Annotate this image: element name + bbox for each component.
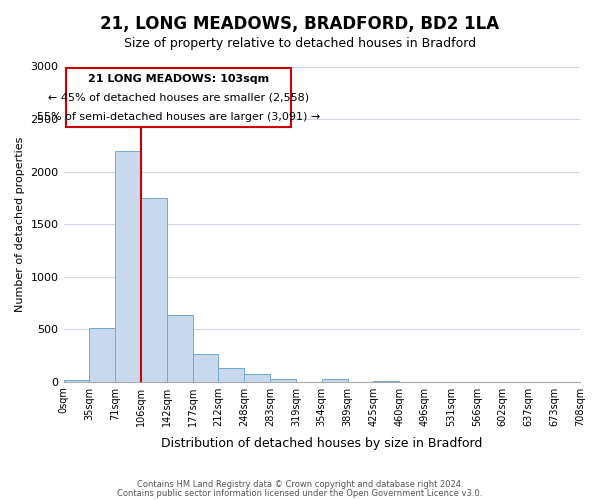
Text: Contains HM Land Registry data © Crown copyright and database right 2024.: Contains HM Land Registry data © Crown c…: [137, 480, 463, 489]
Bar: [115, 150, 141, 382]
Bar: [167, 316, 193, 382]
Y-axis label: Number of detached properties: Number of detached properties: [15, 136, 25, 312]
Bar: [141, 198, 167, 382]
Text: 21, LONG MEADOWS, BRADFORD, BD2 1LA: 21, LONG MEADOWS, BRADFORD, BD2 1LA: [100, 15, 500, 33]
Bar: [193, 354, 218, 382]
Bar: [89, 328, 115, 382]
Bar: [322, 378, 347, 382]
Bar: [244, 374, 270, 382]
Text: 21 LONG MEADOWS: 103sqm: 21 LONG MEADOWS: 103sqm: [88, 74, 269, 84]
Text: Contains public sector information licensed under the Open Government Licence v3: Contains public sector information licen…: [118, 488, 482, 498]
Bar: [270, 378, 296, 382]
Text: Size of property relative to detached houses in Bradford: Size of property relative to detached ho…: [124, 38, 476, 51]
Bar: [64, 380, 89, 382]
Text: 55% of semi-detached houses are larger (3,091) →: 55% of semi-detached houses are larger (…: [37, 112, 320, 122]
Bar: [218, 368, 244, 382]
FancyBboxPatch shape: [65, 68, 291, 128]
X-axis label: Distribution of detached houses by size in Bradford: Distribution of detached houses by size …: [161, 437, 482, 450]
Bar: [373, 380, 399, 382]
Text: ← 45% of detached houses are smaller (2,558): ← 45% of detached houses are smaller (2,…: [47, 93, 309, 103]
